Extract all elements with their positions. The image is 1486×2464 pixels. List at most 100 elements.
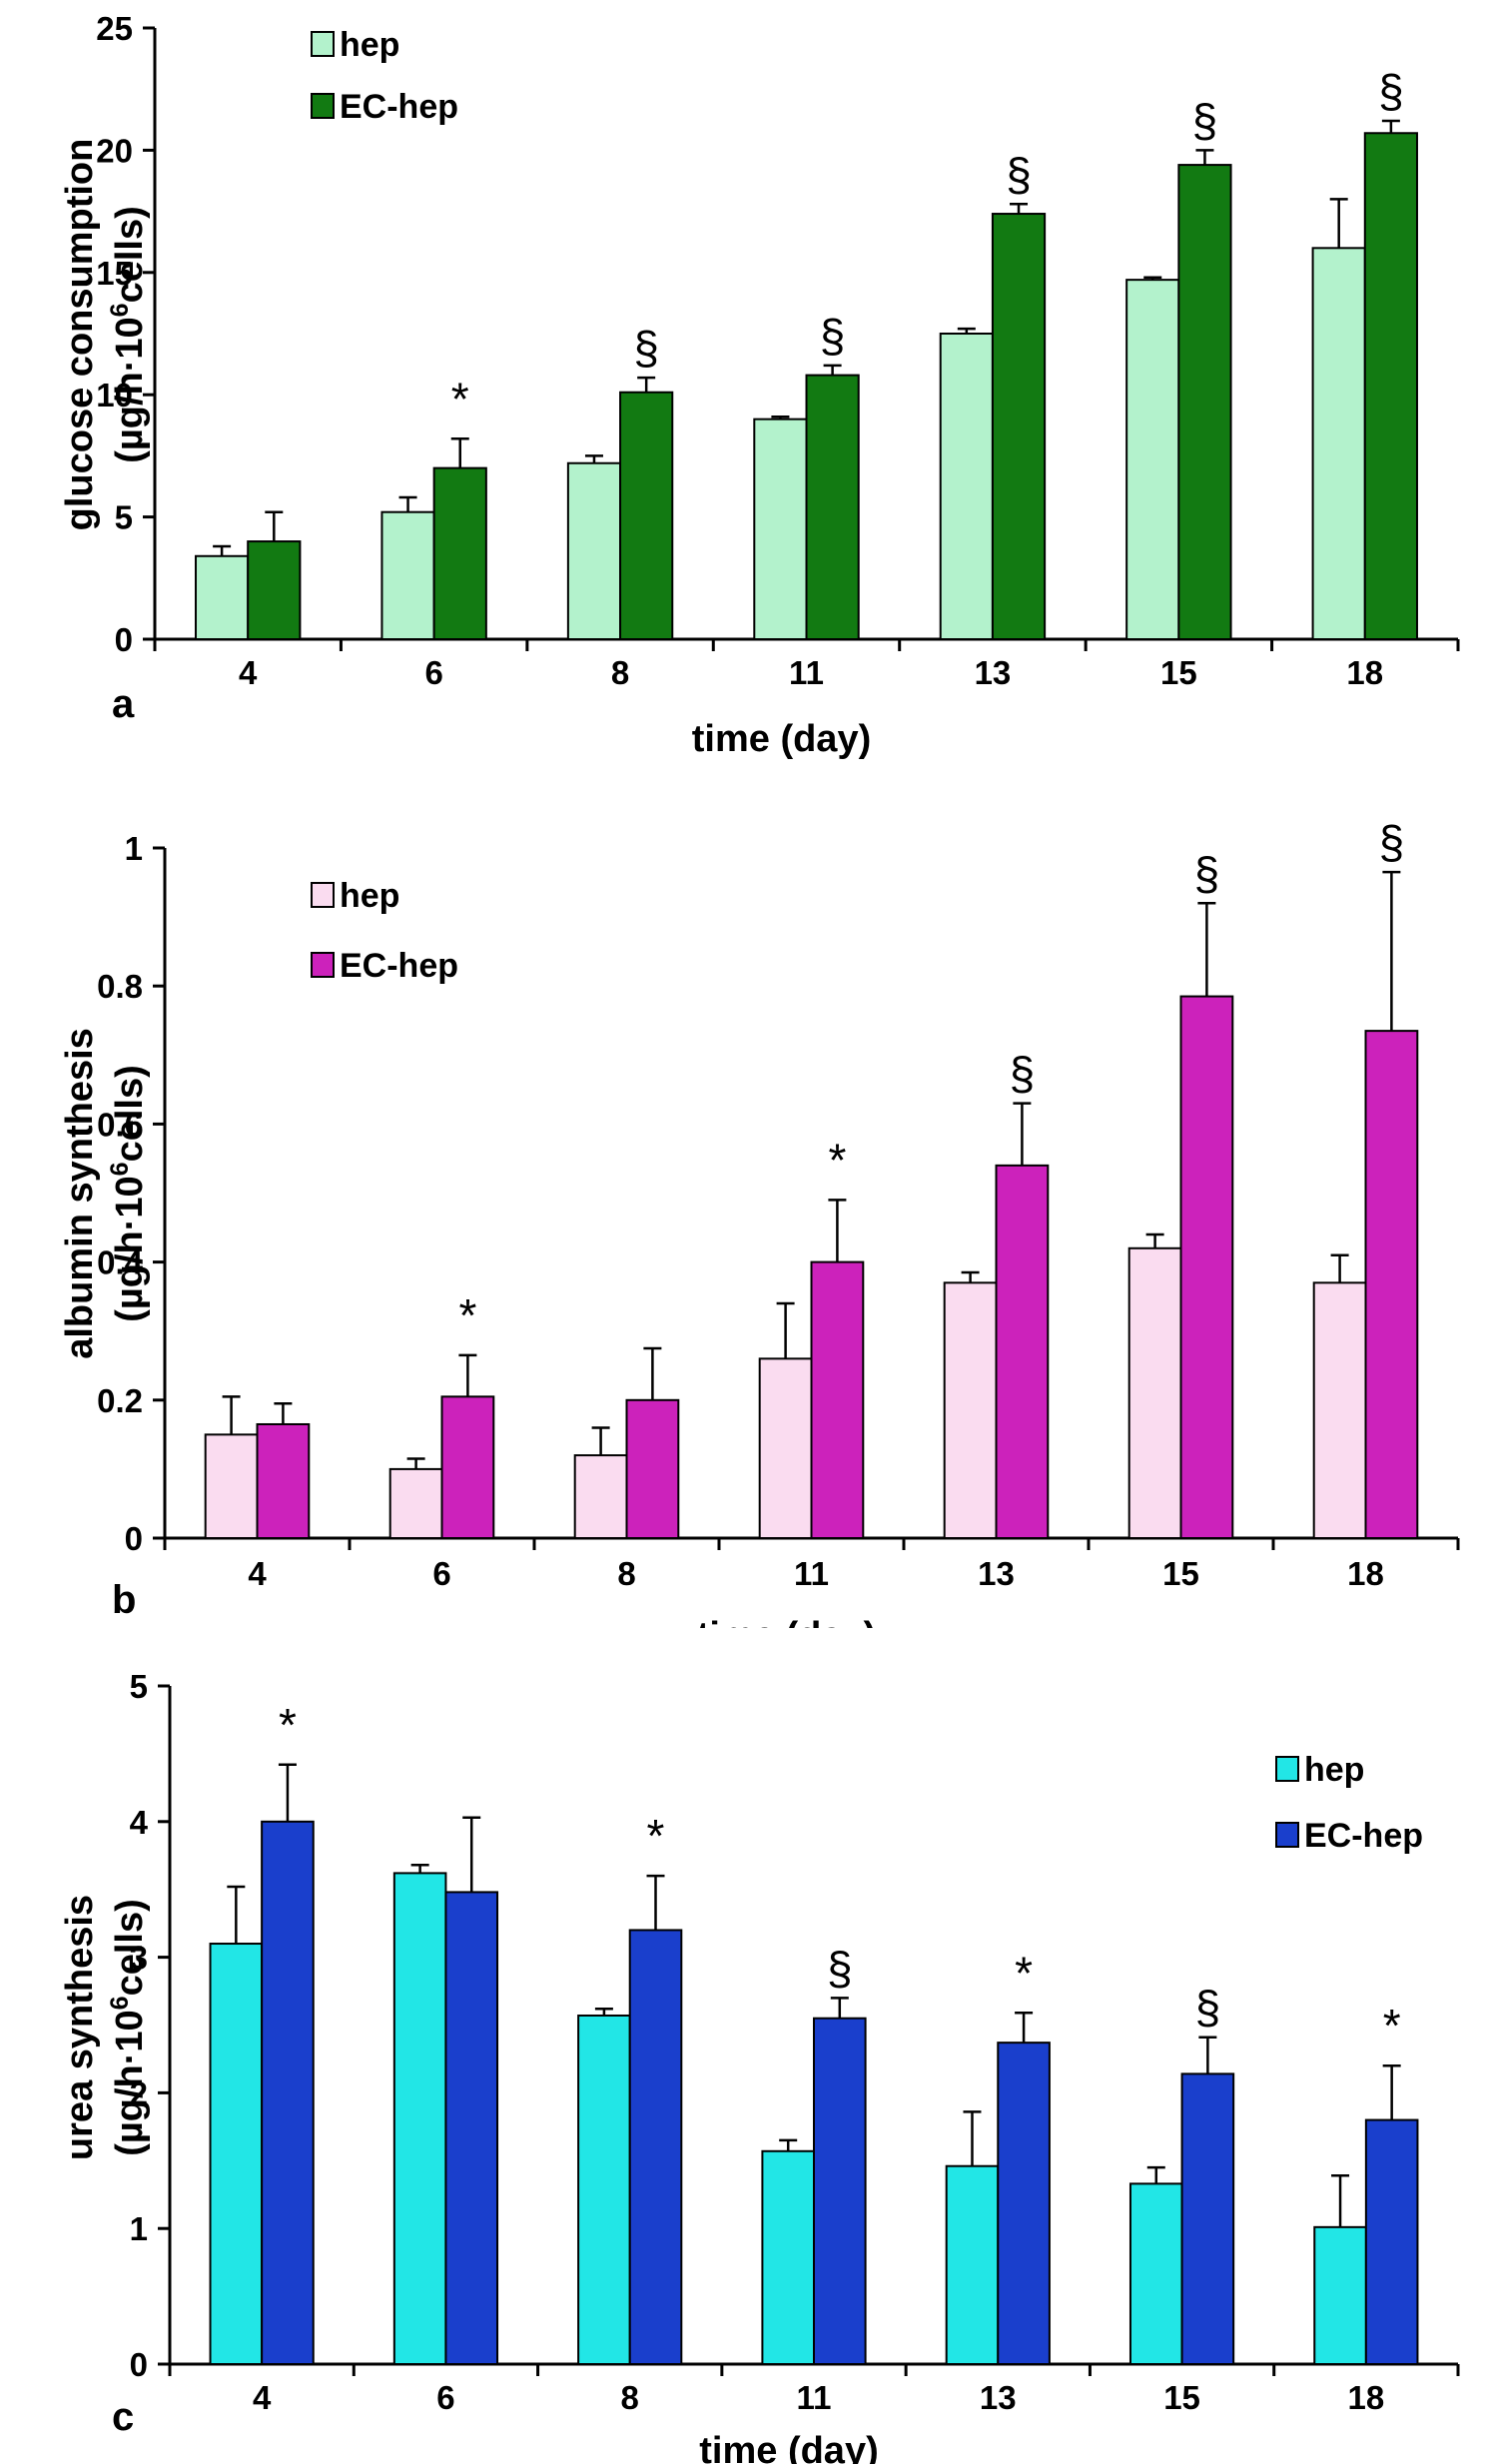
significance-mark: § (820, 310, 846, 362)
bar-hep (1125, 279, 1180, 640)
significance-mark: § (1192, 94, 1218, 146)
x-tick-label: 8 (617, 1555, 635, 1592)
bar-hep (1311, 247, 1366, 640)
y-tick-label: 0.2 (97, 1382, 143, 1419)
bar-hep (761, 2149, 816, 2365)
bar-ec-hep (247, 540, 302, 641)
x-tick-label: 18 (1347, 1555, 1384, 1592)
bar-hep (753, 417, 808, 640)
bar-ec-hep (440, 1395, 495, 1539)
bar-hep (380, 510, 435, 640)
bar-hep (1128, 2182, 1183, 2365)
x-tick-label: 8 (611, 654, 629, 691)
bar-hep (204, 1433, 259, 1539)
y-tick-label: 5 (130, 1668, 148, 1705)
x-tick-label: 8 (621, 2379, 639, 2416)
legend-label-ec-hep: EC-hep (340, 88, 458, 126)
y-tick-label: 20 (96, 132, 133, 169)
bar-hep (388, 1467, 443, 1540)
y-axis-label-superscript: 6 (106, 303, 134, 317)
legend-label-ec-hep: EC-hep (340, 947, 458, 985)
significance-mark: § (1010, 1048, 1036, 1100)
bar-ec-hep (628, 1929, 683, 2365)
significance-mark: § (1378, 65, 1404, 117)
bar-ec-hep (432, 466, 487, 641)
bar-ec-hep (1180, 2072, 1235, 2365)
y-tick-label: 15 (96, 255, 133, 292)
y-tick-label: 10 (96, 377, 133, 413)
y-axis-label-line1: glucose consumption (59, 139, 101, 531)
y-axis-label-prefix: (µg/h·10 (109, 1176, 151, 1321)
legend-label-hep: hep (340, 877, 399, 915)
bar-hep (758, 1357, 813, 1540)
significance-mark: § (633, 322, 659, 374)
bar-hep (943, 1281, 998, 1539)
significance-mark: * (1383, 2000, 1401, 2052)
legend-label-hep: hep (340, 26, 399, 64)
bar-hep (209, 1943, 264, 2365)
chart-c-urea: 0 1 2 3 4 5 * 4 6 * 8 § 11 * 13 § 15 * 18 time (day) c urea s… (59, 1668, 1460, 2464)
legend-swatch-ec-hep (311, 93, 335, 119)
bar-ec-hep (1364, 1030, 1419, 1540)
y-tick-label: 0.8 (97, 968, 143, 1005)
bar-ec-hep (619, 391, 674, 641)
bar-hep (577, 2014, 631, 2365)
y-tick-label: 1 (130, 2210, 148, 2247)
bar-hep (566, 461, 622, 640)
y-axis-label-suffix: cells) (109, 1065, 151, 1162)
significance-mark: § (1194, 847, 1220, 899)
y-tick-label: 3 (130, 1940, 148, 1977)
y-axis-label-line2: (µg/h·106cells) (106, 206, 151, 463)
y-tick-label: 1 (125, 830, 143, 867)
panel-label: a (112, 682, 135, 726)
x-tick-label: 15 (1160, 654, 1197, 691)
bar-hep (1127, 1246, 1182, 1539)
panel-label: c (112, 2395, 134, 2439)
y-tick-label: 0.6 (97, 1106, 143, 1143)
y-tick-label: 5 (115, 499, 133, 536)
x-tick-label: 11 (794, 1555, 829, 1592)
significance-mark: § (1379, 816, 1405, 868)
y-axis-label-line1: albumin synthesis (59, 1028, 101, 1359)
bar-ec-hep (261, 1820, 315, 2366)
significance-mark: § (1006, 148, 1032, 200)
significance-mark: * (647, 1810, 665, 1862)
bar-ec-hep (991, 213, 1047, 640)
significance-mark: * (1015, 1947, 1033, 1999)
x-tick-label: 13 (975, 654, 1012, 691)
legend-swatch-hep (311, 882, 335, 908)
significance-mark: § (827, 1942, 853, 1994)
legend-label-hep: hep (1304, 1751, 1364, 1789)
significance-mark: * (828, 1134, 846, 1186)
bar-ec-hep (444, 1891, 499, 2365)
bar-hep (392, 1872, 447, 2366)
bar-ec-hep (805, 374, 860, 640)
bar-hep (939, 333, 994, 640)
bar-hep (1312, 1281, 1367, 1539)
x-tick-label: 4 (239, 654, 258, 691)
bar-hep (945, 2164, 1000, 2365)
x-tick-label: 13 (978, 1555, 1015, 1592)
x-tick-label: 4 (253, 2379, 272, 2416)
legend-swatch-ec-hep (1275, 1822, 1299, 1848)
legend-label-ec-hep: EC-hep (1304, 1817, 1423, 1855)
bar-ec-hep (813, 2017, 867, 2365)
legend-swatch-hep (311, 31, 335, 57)
x-tick-label: 18 (1346, 654, 1383, 691)
x-tick-label: 6 (424, 654, 442, 691)
y-axis-label-suffix: cells) (109, 206, 151, 303)
bar-hep (195, 554, 250, 641)
x-tick-label: 11 (797, 2379, 832, 2416)
bar-ec-hep (256, 1422, 311, 1539)
y-axis-label-superscript: 6 (106, 1996, 134, 2010)
legend-swatch-hep (1275, 1756, 1299, 1782)
x-tick-label: 4 (248, 1555, 267, 1592)
bar-ec-hep (1363, 132, 1418, 640)
x-tick-label: 11 (789, 654, 824, 691)
bar-ec-hep (1177, 164, 1232, 640)
y-axis-label-prefix: (µg/h·10 (109, 2010, 151, 2155)
x-tick-label: 6 (432, 1555, 450, 1592)
x-tick-label: 15 (1163, 2379, 1200, 2416)
y-tick-label: 0 (130, 2346, 148, 2383)
x-tick-label: 6 (436, 2379, 454, 2416)
